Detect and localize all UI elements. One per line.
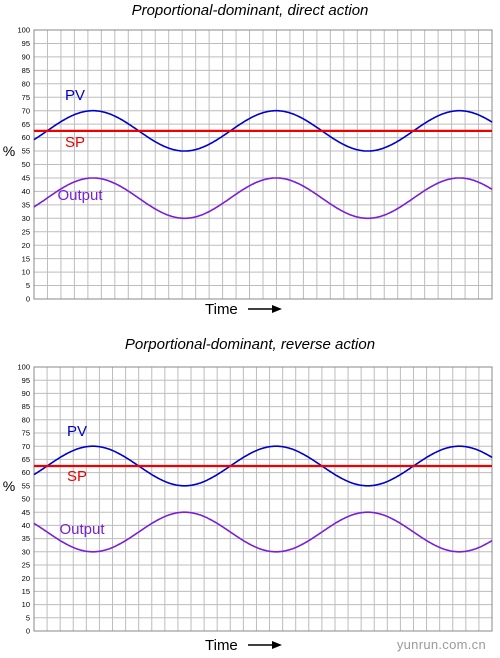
chart-svg-reverse-action: 0 5 10 15 20 25 30 35 40 45 50 55 60 65 70 75 80 85 90 95 10… xyxy=(3,363,493,654)
series-label-pv: PV xyxy=(65,87,85,104)
y-tick-label: 80 xyxy=(22,415,30,424)
y-tick-label: 5 xyxy=(26,613,30,622)
chart-panel-reverse-action: Porportional-dominant, reverse action 0 5… xyxy=(0,334,500,658)
y-tick-label: 75 xyxy=(22,429,30,438)
chart-panel-direct-action: Proportional-dominant, direct action 0 5 1… xyxy=(3,2,493,318)
y-tick-label: 15 xyxy=(22,587,30,596)
y-tick-label: 20 xyxy=(22,574,30,583)
y-tick-label: 85 xyxy=(22,66,30,75)
y-axis-label: % xyxy=(3,478,15,494)
y-tick-label: 35 xyxy=(22,200,30,209)
y-tick-label: 40 xyxy=(22,521,30,530)
y-tick-label: 70 xyxy=(22,442,30,451)
plot-frame xyxy=(33,366,493,632)
chart-svg-direct-action: 0 5 10 15 20 25 30 35 40 45 50 55 60 65 70 75 80 85 90 95 10… xyxy=(3,26,493,318)
y-tick-label: 50 xyxy=(22,495,30,504)
watermark-text: yunrun.com.cn xyxy=(396,637,486,652)
y-tick-label: 85 xyxy=(22,402,30,411)
series-line-output xyxy=(33,177,493,220)
y-tick-label: 50 xyxy=(22,160,30,169)
series-label-sp: SP xyxy=(67,468,87,485)
y-tick-label: 80 xyxy=(22,79,30,88)
y-tick-label: 45 xyxy=(22,508,30,517)
series-line-pv xyxy=(33,445,493,487)
y-tick-label: 90 xyxy=(22,389,30,398)
y-tick-label: 55 xyxy=(22,481,30,490)
y-tick-label: 35 xyxy=(22,534,30,543)
y-tick-label: 100 xyxy=(17,26,30,35)
y-tick-label: 15 xyxy=(22,254,30,263)
y-tick-label: 30 xyxy=(22,214,30,223)
chart-title: Porportional-dominant, reverse action xyxy=(124,336,376,353)
x-axis-label: Time xyxy=(205,637,238,654)
y-tick-label: 75 xyxy=(22,93,30,102)
y-axis-label: % xyxy=(3,143,15,159)
y-tick-label: 60 xyxy=(22,468,30,477)
y-tick-label: 25 xyxy=(22,561,30,570)
chart-title: Proportional-dominant, direct action xyxy=(131,2,369,19)
y-tick-label: 45 xyxy=(22,174,30,183)
y-tick-label: 5 xyxy=(26,281,30,290)
series-line-pv xyxy=(33,109,493,152)
plot-frame xyxy=(33,29,493,300)
series-label-output: Output xyxy=(57,187,103,204)
y-tick-label: 65 xyxy=(22,120,30,129)
y-tick-label: 60 xyxy=(22,133,30,142)
time-arrow-head xyxy=(272,305,282,313)
y-tick-label: 95 xyxy=(22,39,30,48)
y-tick-label: 40 xyxy=(22,187,30,196)
time-arrow-head xyxy=(272,641,282,649)
y-tick-label: 25 xyxy=(22,227,30,236)
y-tick-label: 0 xyxy=(26,627,30,636)
series-label-pv: PV xyxy=(67,423,87,440)
series-line-output xyxy=(33,511,493,553)
y-tick-label: 70 xyxy=(22,106,30,115)
y-tick-label: 65 xyxy=(22,455,30,464)
y-tick-label: 30 xyxy=(22,547,30,556)
y-tick-label: 95 xyxy=(22,376,30,385)
y-tick-label: 10 xyxy=(22,268,30,277)
y-tick-label: 0 xyxy=(26,295,30,304)
y-tick-label: 90 xyxy=(22,53,30,62)
y-tick-label: 100 xyxy=(17,363,30,372)
y-tick-label: 20 xyxy=(22,241,30,250)
y-tick-label: 55 xyxy=(22,147,30,156)
x-axis-label: Time xyxy=(205,301,238,318)
series-label-output: Output xyxy=(59,521,105,538)
series-label-sp: SP xyxy=(65,134,85,151)
y-tick-label: 10 xyxy=(22,600,30,609)
